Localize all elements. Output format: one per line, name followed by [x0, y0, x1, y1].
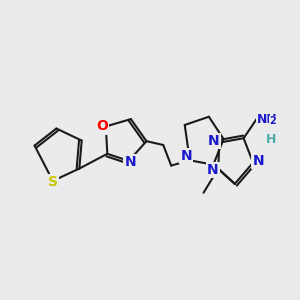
Text: N: N: [124, 155, 136, 170]
Text: 2: 2: [269, 116, 276, 126]
Text: N: N: [207, 163, 219, 177]
Text: N: N: [180, 149, 192, 163]
Text: S: S: [48, 176, 58, 189]
Text: N: N: [208, 134, 220, 148]
Text: H: H: [266, 133, 276, 146]
Text: NH: NH: [256, 112, 277, 126]
Text: N: N: [253, 154, 264, 168]
Text: O: O: [96, 119, 108, 134]
